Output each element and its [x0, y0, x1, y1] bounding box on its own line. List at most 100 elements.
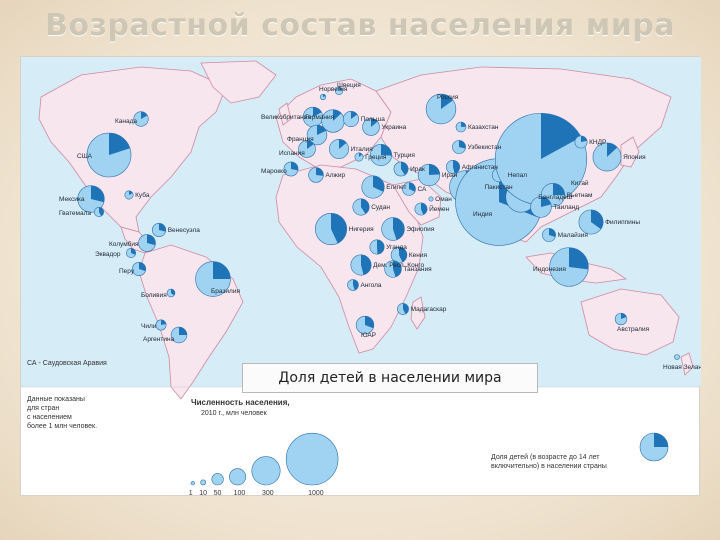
- children-share-slice-24: [461, 122, 466, 127]
- legend-note-line: для стран: [27, 405, 59, 412]
- country-label: Бразилия: [211, 288, 240, 295]
- country-marker: [578, 209, 604, 235]
- children-share-slice-55: [353, 279, 359, 291]
- country-label: Мадагаскар: [411, 306, 447, 313]
- continent-uk: [278, 102, 292, 126]
- country-marker: [370, 144, 392, 166]
- children-share-slice-50: [331, 213, 347, 244]
- children-share-slice-1: [109, 132, 130, 155]
- country-marker: [354, 152, 364, 162]
- continent-australia: [580, 288, 680, 356]
- country-marker: [350, 254, 372, 276]
- country-label: Таиланд: [553, 204, 579, 211]
- children-share-slice-42: [591, 209, 604, 230]
- country-marker: [195, 261, 231, 297]
- country-label: Узбекистан: [468, 143, 502, 151]
- country-marker: [384, 260, 402, 278]
- country-label: Франция: [287, 136, 314, 143]
- country-marker: [319, 93, 327, 101]
- share-legend-line: включительно) в населении страны: [491, 463, 607, 470]
- country-marker: [124, 190, 134, 200]
- country-marker: [393, 161, 409, 177]
- country-marker: [592, 142, 622, 172]
- country-marker: [86, 132, 132, 178]
- country-label: СА: [417, 186, 427, 193]
- children-share-slice-45: [409, 182, 416, 192]
- country-marker: [342, 110, 360, 128]
- children-share-slice-23: [441, 94, 454, 109]
- country-label: Марокко: [261, 168, 287, 175]
- continent-madagascar: [410, 296, 426, 330]
- country-label: Непал: [508, 172, 527, 179]
- country-label: Ирак: [410, 166, 425, 173]
- size-legend-circle: [251, 456, 281, 486]
- legend-note-line: более 1 млн человек.: [27, 422, 97, 430]
- size-legend-label: 1000: [308, 490, 324, 497]
- size-legend-label: 10: [199, 490, 207, 497]
- children-share-slice-legend: [654, 433, 668, 447]
- map-caption: Доля детей в населении мира: [242, 363, 538, 393]
- children-share-slice-41: [541, 196, 552, 207]
- country-label: Норвегия: [319, 86, 348, 93]
- children-share-slice-28: [316, 167, 324, 176]
- country-marker: [283, 161, 299, 177]
- children-share-slice-49: [393, 217, 405, 240]
- country-label: Украина: [381, 124, 406, 131]
- country-marker: [133, 111, 149, 127]
- country-label: Германия: [305, 114, 335, 121]
- children-share-slice-10: [171, 289, 175, 296]
- country-marker: [452, 140, 466, 154]
- country-label: Афганистан: [462, 164, 499, 171]
- size-legend-label: 100: [234, 490, 246, 497]
- size-legend-circle: [190, 481, 195, 486]
- size-legend-circle: [211, 473, 224, 486]
- children-share-slice-14: [323, 94, 326, 97]
- country-label: Кения: [409, 252, 428, 259]
- country-marker: [425, 93, 457, 125]
- children-share-slice-47: [421, 202, 428, 215]
- country-label: Иран: [442, 172, 458, 179]
- children-share-slice-31: [429, 164, 440, 175]
- country-marker: [397, 303, 409, 315]
- country-marker: [361, 175, 385, 199]
- country-marker: [77, 185, 105, 213]
- population-circle-59: [674, 354, 680, 360]
- children-share-slice-7: [131, 248, 136, 255]
- country-marker: [298, 140, 316, 158]
- children-share-slice-37: [541, 113, 582, 159]
- country-label: Великобритания: [261, 113, 311, 121]
- children-share-slice-9: [213, 261, 231, 279]
- children-share-slice-21: [371, 118, 378, 127]
- page-title: Возрастной состав населения мира: [45, 8, 675, 43]
- children-share-slice-3: [129, 190, 133, 195]
- children-share-slice-2: [91, 185, 105, 203]
- share-legend-sample: [639, 432, 669, 462]
- country-label: Малайзия: [558, 231, 589, 239]
- children-share-slice-30: [401, 161, 409, 175]
- country-label: Колумбия: [109, 240, 139, 248]
- country-label: Боливия: [141, 292, 167, 299]
- size-legend-label: 300: [262, 490, 274, 497]
- country-label: Вьетнам: [567, 192, 593, 199]
- country-label: Мексика: [59, 196, 85, 203]
- country-marker: [138, 234, 156, 252]
- children-share-slice-44: [569, 247, 589, 270]
- country-marker: [352, 198, 370, 216]
- country-marker: [574, 135, 588, 149]
- legend-note: Данные показаны для стран с населениемболе…: [27, 396, 97, 430]
- country-label: Ангола: [360, 282, 381, 289]
- footnote-sa: СА - Саудовская Аравия: [27, 360, 107, 367]
- country-label: Индия: [473, 211, 493, 218]
- children-share-slice-6: [147, 234, 156, 246]
- children-share-slice-52: [399, 247, 407, 263]
- country-marker: [362, 118, 380, 136]
- country-label: Китай: [571, 179, 589, 187]
- country-marker: [428, 196, 434, 202]
- country-label: Россия: [437, 94, 459, 101]
- country-marker: [417, 163, 441, 187]
- country-label: Филиппины: [605, 219, 640, 226]
- country-label: Перу: [119, 268, 135, 275]
- children-share-slice-56: [403, 303, 409, 315]
- country-label: Турция: [394, 152, 416, 159]
- continent-new-zealand: [680, 352, 694, 376]
